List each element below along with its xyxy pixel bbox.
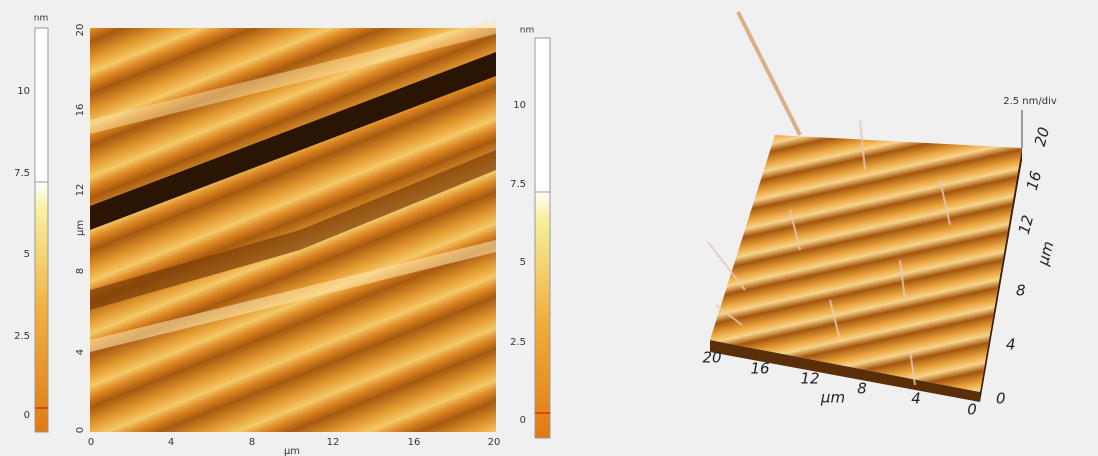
- y-tick: 4: [1006, 336, 1016, 354]
- colorbar-tick: 5: [520, 257, 526, 268]
- colorbar-tick: 10: [513, 100, 526, 111]
- surface-3d: [708, 12, 1022, 402]
- y-tick: 0: [75, 427, 86, 433]
- colorbar-tick: 2.5: [14, 331, 30, 342]
- colorbar-tick: 2.5: [510, 337, 526, 348]
- y-tick: 8: [75, 268, 86, 274]
- colorbar-unit: nm: [520, 26, 534, 36]
- colorbar-tick: 7.5: [14, 168, 30, 179]
- x-tick: 20: [488, 437, 501, 448]
- x-tick: 4: [911, 390, 921, 408]
- y-tick: 4: [75, 349, 86, 355]
- y-tick: 8: [1016, 282, 1026, 300]
- y-tick: 16: [1023, 169, 1045, 192]
- colorbar-tick: 0: [520, 415, 526, 426]
- x-tick: 8: [249, 437, 255, 448]
- x-tick: 16: [750, 360, 769, 378]
- x-tick: 0: [88, 437, 94, 448]
- colorbar-unit: nm: [34, 14, 48, 24]
- x-tick: 12: [327, 437, 340, 448]
- x-tick: 4: [168, 437, 174, 448]
- z-scale: 2.5 nm/div: [1003, 96, 1057, 107]
- x-tick: 20: [702, 349, 721, 367]
- colorbar-tick: 7.5: [510, 179, 526, 190]
- x-label: µm: [284, 446, 300, 456]
- colorbar-tick: 10: [17, 86, 30, 97]
- height-map: [90, 20, 496, 432]
- x-tick: 16: [408, 437, 421, 448]
- y-tick: 16: [75, 104, 86, 117]
- x-tick: 8: [857, 380, 867, 398]
- y-tick: 12: [1015, 213, 1037, 236]
- x-tick: 12: [800, 370, 819, 388]
- y-tick: 12: [75, 184, 86, 197]
- y-tick: 20: [1031, 125, 1053, 148]
- x-tick: 0: [967, 401, 977, 419]
- x-label: µm: [820, 389, 845, 407]
- y-tick: 20: [75, 24, 86, 37]
- colorbar: [535, 38, 550, 438]
- figure: nm 10 7.5 5 2.5 0 20 16 12 8 4 0 µm 0 4 …: [0, 0, 1098, 456]
- y-label: µm: [1034, 239, 1058, 268]
- colorbar-tick: 5: [24, 249, 30, 260]
- colorbar: [35, 28, 48, 432]
- colorbar-tick: 0: [24, 410, 30, 421]
- y-label: µm: [75, 220, 86, 236]
- y-tick: 0: [996, 390, 1006, 408]
